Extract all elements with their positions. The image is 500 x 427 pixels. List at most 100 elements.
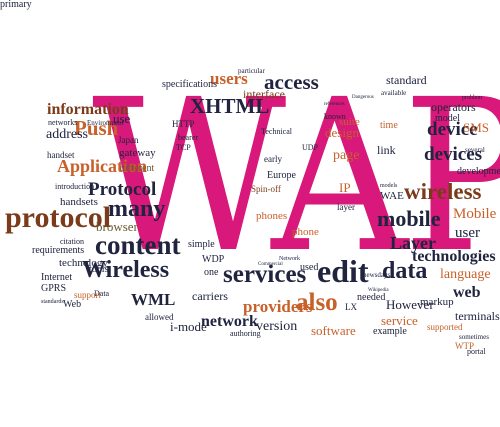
cloud-word-terminals: terminals [455, 309, 500, 323]
cloud-word-users: users [210, 69, 248, 88]
cloud-word-layer: layer [337, 202, 355, 212]
cloud-word-several: several [465, 146, 485, 154]
cloud-word-available: available [381, 89, 407, 97]
cloud-word-many: many [108, 196, 166, 222]
cloud-word-gprs: GPRS [41, 283, 67, 294]
cloud-word-wap: WAP [92, 54, 500, 299]
cloud-word-newsdays: newsdays [363, 271, 391, 279]
cloud-word-wml: WML [131, 290, 176, 309]
cloud-word-operators: operators [431, 100, 476, 114]
cloud-word-markup: markup [420, 296, 454, 308]
cloud-word-example: example [373, 326, 407, 337]
cloud-word-wtp: WTP [455, 341, 474, 351]
cloud-word-tcp: TCP [176, 143, 191, 152]
cloud-word-standard: standard [386, 73, 427, 87]
cloud-word-interface: interface [243, 87, 285, 101]
cloud-word-information: information [47, 101, 129, 118]
cloud-word-dangerous: Dangerous [352, 95, 374, 100]
cloud-word-different: different [120, 163, 155, 174]
cloud-word-edit: edit [317, 253, 369, 289]
cloud-word-gateway: gateway [119, 147, 156, 159]
cloud-word-wireless: wireless [404, 179, 482, 204]
cloud-word-technologies: technologies [412, 248, 496, 265]
cloud-word-device: device [427, 119, 478, 140]
cloud-word-network: network [201, 313, 258, 330]
cloud-word-devices: devices [424, 144, 483, 165]
cloud-word-europe: Europe [267, 170, 296, 181]
cloud-word-primary: primary [0, 0, 32, 10]
cloud-word-mobile: mobile [377, 206, 441, 231]
cloud-word-technology: technology [59, 257, 108, 269]
cloud-word-protocol: protocol [5, 201, 112, 234]
cloud-word-browser: browser [96, 219, 138, 234]
cloud-word-introduction: introduction [55, 182, 95, 191]
cloud-word-one: one [204, 267, 219, 278]
cloud-word-bearer: bearer [178, 133, 198, 142]
cloud-word-design: design [325, 125, 359, 140]
cloud-word-protocol: Protocol [88, 179, 157, 200]
cloud-word-network: Network [279, 256, 300, 262]
cloud-word-access: access [264, 70, 319, 94]
cloud-word-i-mode: i-mode [170, 319, 207, 334]
cloud-word-suite: suite [339, 116, 360, 128]
cloud-word-service: service [381, 313, 418, 328]
cloud-word-user: user [455, 225, 480, 241]
cloud-word-version: version [256, 319, 298, 334]
cloud-word-citation: citation [60, 237, 84, 246]
cloud-word-web: web [453, 284, 481, 301]
cloud-word-wikipedia: Wikipedia [368, 288, 389, 293]
cloud-word-spin-off: Spin-off [251, 184, 281, 194]
cloud-word-carriers: carriers [192, 289, 228, 303]
cloud-word-also: also [296, 289, 338, 316]
cloud-word-wireless: Wireless [82, 257, 170, 283]
cloud-word-push: Push [74, 116, 119, 140]
cloud-word-however: However [386, 297, 434, 312]
cloud-word-ip: IP [339, 180, 351, 195]
cloud-word-xhtml: XHTML [190, 94, 270, 118]
cloud-word-specifications: specifications [162, 79, 217, 90]
cloud-word-lx: LX [345, 302, 357, 312]
cloud-word-wae: WAE [380, 190, 404, 202]
cloud-word-japan: Japan [118, 135, 139, 145]
cloud-word-udp: UDP [302, 143, 319, 152]
cloud-word-problem: problem [462, 95, 482, 101]
cloud-word-sms: SMS [463, 120, 490, 135]
cloud-word-use: use [113, 111, 131, 126]
cloud-word-software: software [311, 323, 356, 338]
cloud-word-environment: Environment [87, 119, 124, 127]
cloud-word-needed: needed [357, 292, 386, 303]
cloud-word-page: page [333, 148, 360, 163]
cloud-word-http: HTTP [172, 119, 195, 129]
cloud-word-allowed: allowed [145, 312, 174, 322]
cloud-word-application: Application [57, 156, 148, 176]
cloud-word-technical: Technical [261, 127, 292, 136]
cloud-word-authoring: authoring [230, 329, 261, 338]
cloud-word-supported: supported [427, 322, 463, 332]
cloud-word-known: known [324, 112, 346, 121]
cloud-word-tools: tools [89, 264, 109, 275]
cloud-word-content: content [95, 230, 181, 260]
cloud-word-support: support [74, 290, 101, 300]
cloud-word-address: address [46, 127, 88, 142]
cloud-word-time: time [380, 120, 398, 131]
cloud-word-used: used [300, 262, 319, 273]
cloud-word-data: Data [94, 289, 110, 298]
cloud-word-layer: Layer [390, 233, 436, 253]
cloud-word-networks: networks [48, 118, 78, 127]
cloud-word-requirements: requirements [32, 245, 85, 256]
cloud-word-internet: Internet [41, 272, 73, 283]
cloud-word-link: link [377, 143, 396, 157]
cloud-word-standards: standards [41, 299, 64, 305]
cloud-word-model: model [435, 113, 460, 124]
cloud-word-phone: phone [292, 226, 319, 238]
cloud-word-early: early [264, 154, 282, 164]
cloud-word-portal: portal [467, 347, 486, 356]
cloud-word-web: Web [63, 299, 82, 310]
cloud-word-services: services [223, 261, 307, 288]
cloud-word-data: data [382, 258, 428, 284]
cloud-word-sometimes: sometimes [459, 333, 489, 341]
cloud-word-simple: simple [188, 239, 215, 250]
cloud-word-providers: providers [243, 297, 313, 316]
cloud-word-handset: handset [47, 150, 75, 160]
